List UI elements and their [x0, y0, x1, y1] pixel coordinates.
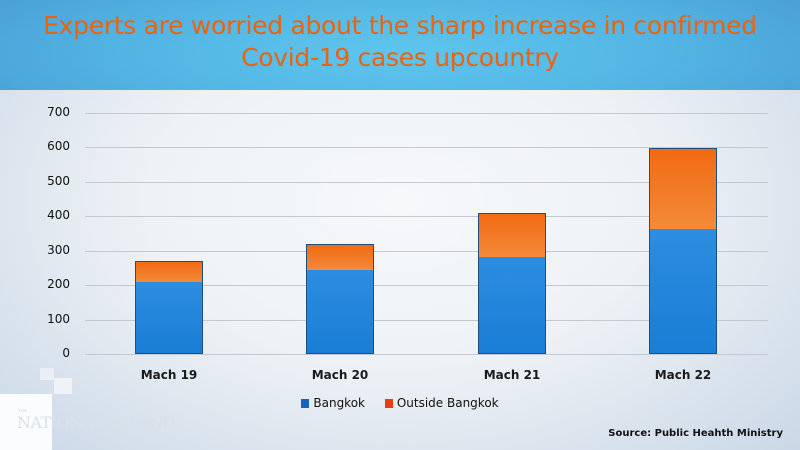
- bar-mach-21: [478, 212, 546, 354]
- title-banner: Experts are worried about the sharp incr…: [0, 0, 800, 90]
- bar-segment-outside-bangkok: [136, 262, 202, 282]
- gridline: [85, 216, 768, 218]
- title-line-2: Covid-19 cases upcountry: [241, 43, 559, 72]
- logo-decoration: [54, 378, 72, 394]
- x-label-mach-22: Mach 22: [654, 368, 712, 382]
- nation-thailand-logo: NATION|THAILAND: [17, 413, 176, 432]
- x-label-mach-20: Mach 20: [311, 368, 369, 382]
- bar-segment-bangkok: [307, 269, 373, 353]
- y-tick-500: 500: [47, 173, 70, 188]
- bar-segment-outside-bangkok: [307, 244, 373, 270]
- legend-item-bangkok: Bangkok: [301, 396, 365, 410]
- logo-decoration: [40, 368, 54, 380]
- legend-label-outside-bangkok: Outside Bangkok: [396, 396, 499, 410]
- bar-mach-19: [135, 261, 203, 354]
- bar-segment-bangkok: [479, 257, 545, 353]
- logo-decoration: [0, 394, 52, 450]
- legend-item-outside-bangkok: Outside Bangkok: [384, 396, 499, 410]
- gridline: [85, 285, 768, 287]
- x-label-mach-21: Mach 21: [483, 368, 541, 382]
- y-tick-700: 700: [47, 105, 70, 119]
- gridline: [85, 319, 768, 321]
- x-label-mach-19: Mach 19: [140, 368, 198, 382]
- gridline: [85, 354, 768, 355]
- legend: Bangkok Outside Bangkok: [0, 396, 800, 410]
- bar-mach-22: [649, 148, 717, 354]
- plot-area: [85, 113, 768, 355]
- gridline: [85, 113, 768, 114]
- y-tick-100: 100: [47, 311, 70, 326]
- gridline: [85, 181, 768, 183]
- logo-the: THE: [18, 408, 28, 413]
- y-tick-0: 0: [62, 346, 70, 360]
- bar-mach-20: [306, 243, 374, 354]
- y-tick-400: 400: [47, 208, 70, 223]
- legend-swatch-outside-bangkok: [384, 399, 393, 408]
- legend-swatch-bangkok: [301, 399, 310, 408]
- y-tick-600: 600: [47, 139, 70, 154]
- bar-segment-outside-bangkok: [650, 149, 716, 230]
- bar-segment-bangkok: [136, 281, 202, 353]
- gridline: [85, 147, 768, 149]
- title-line-1: Experts are worried about the sharp incr…: [43, 11, 757, 40]
- bar-segment-bangkok: [650, 229, 716, 353]
- y-tick-300: 300: [47, 242, 70, 257]
- bar-segment-outside-bangkok: [479, 213, 545, 258]
- y-tick-200: 200: [47, 277, 70, 292]
- source-note: Source: Public Heahth Ministry: [608, 428, 783, 439]
- legend-label-bangkok: Bangkok: [313, 396, 365, 410]
- gridline: [85, 250, 768, 252]
